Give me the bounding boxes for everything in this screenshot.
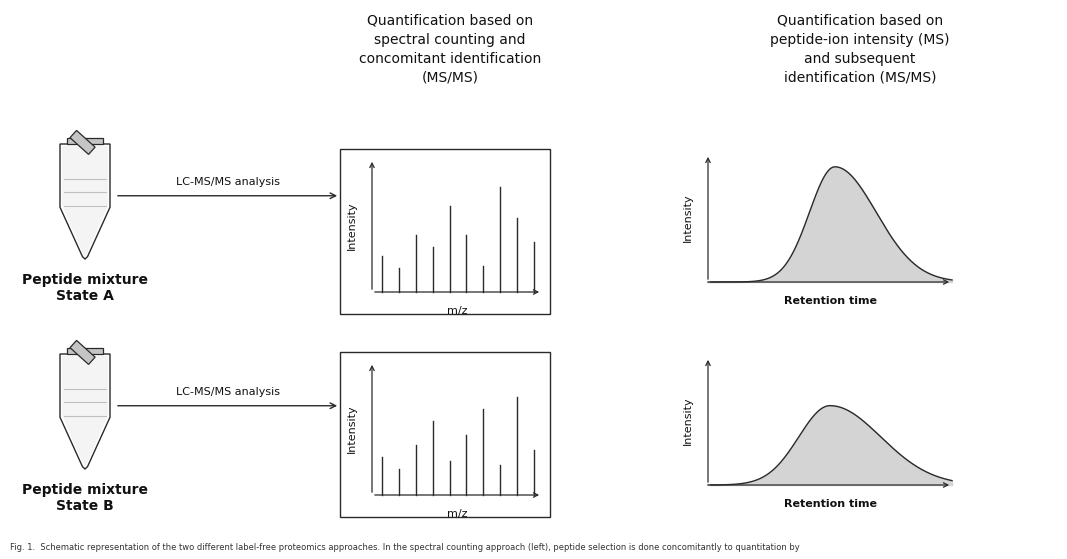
Text: m/z: m/z bbox=[447, 509, 467, 519]
Text: Intensity: Intensity bbox=[347, 201, 357, 250]
Bar bbox=[340, 149, 550, 314]
Bar bbox=[340, 149, 550, 314]
Polygon shape bbox=[62, 146, 108, 257]
Text: Retention time: Retention time bbox=[783, 499, 876, 509]
Text: Intensity: Intensity bbox=[683, 193, 692, 242]
Polygon shape bbox=[60, 354, 110, 469]
Polygon shape bbox=[60, 144, 110, 259]
Polygon shape bbox=[70, 340, 95, 364]
Bar bbox=[340, 352, 550, 517]
Bar bbox=[340, 352, 550, 517]
Text: Fig. 1.  Schematic representation of the two different label-free proteomics app: Fig. 1. Schematic representation of the … bbox=[10, 542, 800, 552]
Bar bbox=[340, 149, 550, 314]
Text: Peptide mixture
State A: Peptide mixture State A bbox=[22, 273, 148, 303]
Text: LC-MS/MS analysis: LC-MS/MS analysis bbox=[175, 177, 280, 187]
Bar bbox=[340, 352, 550, 517]
Bar bbox=[340, 149, 550, 314]
Bar bbox=[340, 352, 550, 517]
Bar bbox=[340, 352, 550, 517]
Polygon shape bbox=[62, 356, 108, 467]
Bar bbox=[340, 149, 550, 314]
Text: Intensity: Intensity bbox=[347, 404, 357, 453]
Bar bbox=[340, 352, 550, 517]
Text: Retention time: Retention time bbox=[783, 296, 876, 306]
Text: m/z: m/z bbox=[447, 306, 467, 316]
Bar bbox=[340, 352, 550, 517]
Text: Quantification based on
spectral counting and
concomitant identification
(MS/MS): Quantification based on spectral countin… bbox=[359, 14, 541, 85]
Text: Intensity: Intensity bbox=[683, 397, 692, 446]
Text: Peptide mixture
State B: Peptide mixture State B bbox=[22, 483, 148, 513]
Text: LC-MS/MS analysis: LC-MS/MS analysis bbox=[175, 387, 280, 397]
Bar bbox=[67, 138, 103, 144]
Bar bbox=[340, 149, 550, 314]
Bar bbox=[340, 149, 550, 314]
Bar bbox=[67, 348, 103, 354]
Polygon shape bbox=[70, 130, 95, 154]
Text: Quantification based on
peptide-ion intensity (MS)
and subsequent
identification: Quantification based on peptide-ion inte… bbox=[770, 14, 950, 85]
